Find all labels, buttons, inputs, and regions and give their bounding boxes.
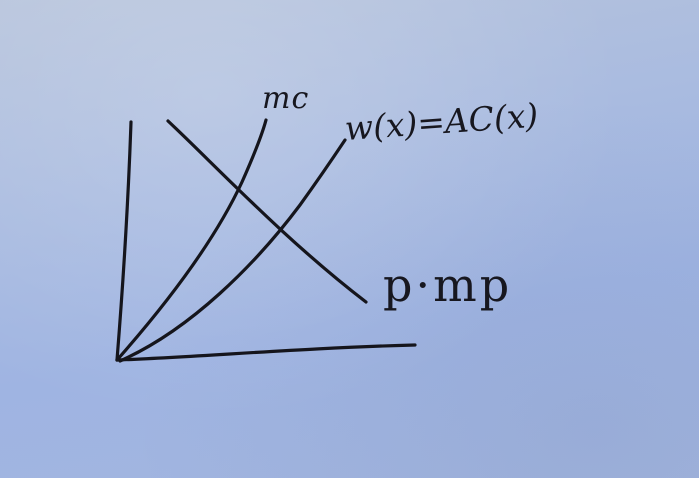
y-axis [115, 120, 133, 362]
value-marginal-product-line [166, 119, 368, 304]
mc-label: mc [262, 81, 310, 116]
x-axis [115, 343, 417, 362]
mc-curve [115, 118, 268, 362]
average-cost-curve [118, 138, 347, 363]
value-marginal-product-label: p·mp [383, 258, 513, 312]
